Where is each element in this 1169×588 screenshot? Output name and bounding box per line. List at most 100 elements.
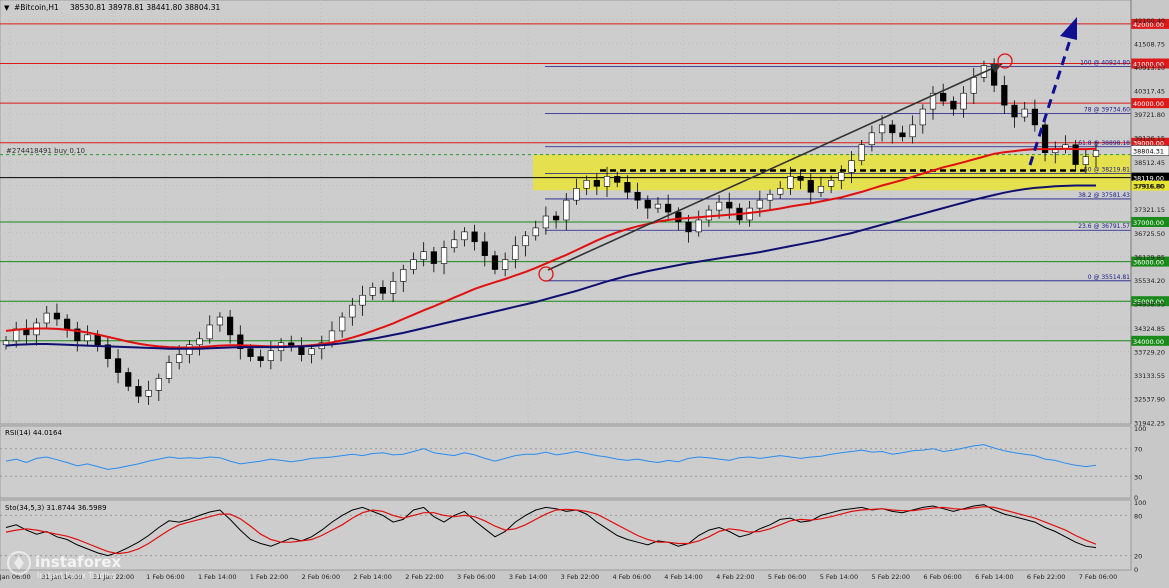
- price-tick-label: 35534.20: [1134, 277, 1165, 285]
- candle-body: [186, 344, 193, 355]
- candle-body: [787, 176, 794, 189]
- candle-body: [339, 316, 346, 332]
- time-tick-label: 31 Jan 14:00: [41, 573, 82, 581]
- candle-body: [828, 180, 835, 187]
- candle-body: [359, 294, 366, 306]
- candle-body: [1041, 124, 1049, 153]
- rsi-tick-label: 30: [1134, 473, 1142, 481]
- candle-body: [114, 358, 122, 373]
- rsi-label: RSI(14) 44.0164: [5, 429, 62, 437]
- price-tick-label: 38512.45: [1134, 159, 1165, 167]
- candle-body: [675, 211, 682, 223]
- fib-label: 78 @ 39734.60: [1084, 107, 1130, 114]
- menu-triangle-icon[interactable]: ▼: [4, 4, 10, 12]
- time-tick-label: 2 Feb 06:00: [302, 573, 341, 581]
- candle-body: [665, 203, 672, 213]
- candle-body: [135, 386, 142, 397]
- price-tick-label: 40913.10: [1134, 64, 1165, 72]
- candle-body: [74, 328, 81, 342]
- candle-body: [308, 348, 315, 355]
- stoch-signal-line: [5, 506, 1097, 555]
- watermark: instaforex Instant Forex Trading: [6, 548, 136, 582]
- candle-body: [145, 390, 152, 397]
- candle-body: [593, 180, 600, 187]
- candle-body: [715, 201, 723, 211]
- candle-body: [532, 227, 539, 237]
- rsi-tick-label: 100: [1134, 425, 1146, 433]
- candle-body: [1011, 104, 1018, 118]
- candle-body: [777, 187, 784, 195]
- rsi-indicator: 100 70 30 0: [0, 425, 1146, 502]
- candle-body: [695, 219, 702, 233]
- price-tick-label: 36725.50: [1134, 230, 1165, 238]
- candle-body: [654, 203, 662, 209]
- candle-body: [756, 199, 763, 209]
- candle-body: [1021, 108, 1028, 118]
- candle-body: [868, 132, 875, 146]
- time-tick-label: 6 Feb 14:00: [975, 573, 1014, 581]
- candle-body: [970, 77, 977, 94]
- time-tick-label: 7 Feb 06:00: [1079, 573, 1118, 581]
- ohlc-label: 38530.81 38978.81 38441.80 38804.31: [70, 3, 221, 12]
- candle-body: [817, 186, 825, 193]
- candle-body: [369, 287, 376, 296]
- price-tick-label: 39721.80: [1134, 111, 1165, 119]
- candle-body: [257, 356, 264, 361]
- candle-body: [634, 191, 641, 201]
- candle-body: [705, 209, 712, 221]
- candle-body: [471, 231, 478, 243]
- level-price-label: 36000.00: [1133, 259, 1164, 267]
- candle-body: [797, 176, 804, 181]
- candle-body: [64, 318, 71, 330]
- time-tick-label: 6 Feb 22:00: [1027, 573, 1066, 581]
- candle-body: [237, 334, 244, 350]
- grid: [0, 0, 1131, 424]
- candle-body: [614, 176, 621, 183]
- candle-body: [94, 334, 101, 346]
- candle-body: [461, 231, 468, 241]
- candle-body: [227, 316, 234, 336]
- price-tick-label: 31942.25: [1134, 419, 1165, 427]
- level-price-tag: [1131, 98, 1169, 109]
- instaforex-logo-icon: [7, 551, 31, 575]
- price-tick-label: 34938.55: [1134, 301, 1165, 309]
- level-price-tag: [1131, 172, 1169, 183]
- candle-body: [899, 132, 906, 138]
- candle-body: [878, 124, 886, 134]
- fib-label: 61.8 @ 38898.18: [1078, 140, 1130, 147]
- candle-body: [247, 348, 254, 357]
- candle-body: [165, 362, 173, 379]
- candle-body: [542, 215, 550, 229]
- candle-body: [349, 304, 356, 318]
- price-tick-label: 33729.20: [1134, 349, 1165, 357]
- level-price-label: 35000.00: [1133, 298, 1164, 306]
- level-price-tag: [1131, 256, 1169, 267]
- projection-arrowhead-icon: [1060, 17, 1077, 40]
- candles: [2, 58, 1100, 405]
- trend-arrowhead-icon: [990, 64, 1002, 73]
- price-tick-label: 37916.80: [1134, 183, 1165, 191]
- projection-arrow-line: [1028, 39, 1072, 166]
- level-price-label: 34000.00: [1133, 338, 1164, 346]
- time-tick-label: 2 Feb 14:00: [353, 573, 392, 581]
- candle-body: [125, 372, 132, 387]
- candle-body: [440, 247, 448, 264]
- ma-fast-line: [5, 147, 1097, 349]
- price-levels: [0, 23, 1131, 342]
- candle-body: [838, 172, 845, 181]
- price-tick-label: 33133.55: [1134, 372, 1165, 380]
- rsi-tick-label: 0: [1134, 494, 1138, 502]
- candle-body: [522, 235, 529, 247]
- candle-body: [390, 281, 397, 294]
- candle-body: [919, 108, 926, 126]
- candle-body: [685, 221, 692, 233]
- candle-body: [206, 324, 213, 340]
- candle-body: [573, 187, 580, 201]
- trend-arrow-line: [547, 63, 1003, 271]
- time-tick-label: 6 Feb 06:00: [923, 573, 962, 581]
- candle-body: [451, 239, 458, 249]
- time-tick-label: 3 Feb 06:00: [457, 573, 496, 581]
- candle-body: [858, 144, 865, 161]
- candle-body: [563, 199, 570, 221]
